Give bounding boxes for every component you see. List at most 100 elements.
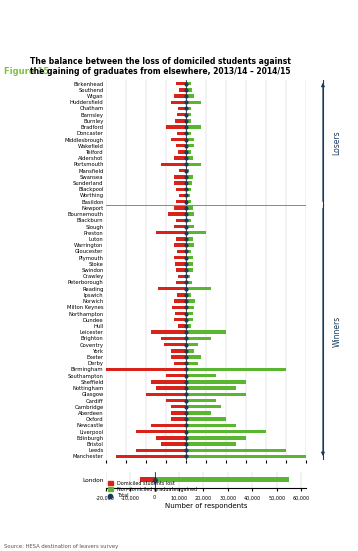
Bar (156, 231, 186, 235)
Bar (186, 312, 193, 315)
Bar (186, 393, 246, 396)
Bar (186, 442, 236, 446)
Bar (178, 150, 186, 154)
Bar (186, 331, 226, 334)
Bar (186, 449, 286, 452)
Bar (177, 113, 186, 116)
Bar (151, 331, 186, 334)
Bar (186, 455, 336, 458)
Bar (186, 119, 191, 123)
X-axis label: Number of respondents: Number of respondents (165, 503, 247, 509)
Bar (178, 107, 186, 110)
Bar (186, 380, 246, 383)
Bar (166, 399, 186, 402)
Bar (176, 219, 186, 222)
Bar (175, 312, 186, 315)
Bar (186, 399, 216, 402)
Bar (116, 455, 186, 458)
Bar (186, 430, 266, 433)
Bar (186, 268, 193, 272)
Bar (186, 82, 191, 85)
Bar (106, 368, 186, 371)
Bar (186, 299, 195, 303)
Bar (174, 206, 186, 209)
Bar (175, 262, 186, 266)
Bar (186, 293, 191, 296)
Bar (161, 442, 186, 446)
Bar (186, 181, 192, 185)
Bar (175, 119, 186, 123)
Bar (186, 244, 194, 247)
Bar (186, 88, 192, 91)
Bar (186, 256, 193, 260)
Bar (186, 206, 193, 209)
Bar (174, 244, 186, 247)
Bar (171, 418, 186, 421)
Bar (156, 436, 186, 440)
Bar (179, 194, 186, 197)
Bar (186, 281, 192, 284)
Bar (171, 100, 186, 104)
Bar (177, 293, 186, 296)
Bar (186, 337, 211, 340)
Bar (176, 187, 186, 191)
Bar (174, 156, 186, 160)
Bar (168, 212, 186, 216)
Bar (176, 281, 186, 284)
Bar (186, 361, 198, 365)
Bar (186, 287, 211, 290)
Bar (166, 126, 186, 129)
Bar (186, 355, 201, 359)
Bar (186, 424, 236, 427)
Bar (174, 94, 186, 98)
Bar (186, 250, 191, 253)
Bar (171, 405, 186, 408)
Bar (186, 169, 189, 172)
Text: Winners: Winners (333, 316, 342, 348)
Bar (174, 175, 186, 179)
Bar (186, 94, 194, 98)
Text: Source: HESA destination of leavers survey: Source: HESA destination of leavers surv… (4, 544, 118, 549)
Bar (186, 144, 194, 148)
Bar (171, 349, 186, 353)
Bar (186, 411, 211, 415)
Bar (186, 200, 191, 203)
Bar (186, 436, 246, 440)
Bar (174, 181, 186, 185)
Bar (174, 225, 186, 228)
Bar (186, 262, 193, 266)
Bar (177, 132, 186, 135)
Bar (186, 113, 191, 116)
Bar (176, 144, 186, 148)
Bar (174, 318, 186, 321)
Bar (186, 175, 193, 179)
Bar (178, 324, 186, 328)
Bar (186, 163, 201, 166)
Bar (186, 343, 198, 347)
Bar (186, 418, 226, 421)
Bar (155, 477, 289, 483)
Bar (186, 349, 194, 353)
Bar (151, 380, 186, 383)
Bar (186, 405, 221, 408)
Bar (174, 256, 186, 260)
Bar (136, 449, 186, 452)
Bar (186, 156, 193, 160)
Bar (177, 250, 186, 253)
Bar (186, 138, 194, 141)
Bar (179, 169, 186, 172)
Bar (186, 107, 191, 110)
Bar (171, 355, 186, 359)
Text: The balance between the loss of domiciled students against
the gaining of gradua: The balance between the loss of domicile… (30, 57, 291, 76)
Bar (186, 194, 190, 197)
Bar (186, 237, 193, 241)
Bar (179, 88, 186, 91)
Bar (186, 225, 194, 228)
Bar (146, 393, 186, 396)
Bar (172, 306, 186, 309)
Bar (186, 231, 206, 235)
Bar (186, 132, 191, 135)
Bar (186, 318, 193, 321)
Bar (174, 361, 186, 365)
Bar (176, 200, 186, 203)
